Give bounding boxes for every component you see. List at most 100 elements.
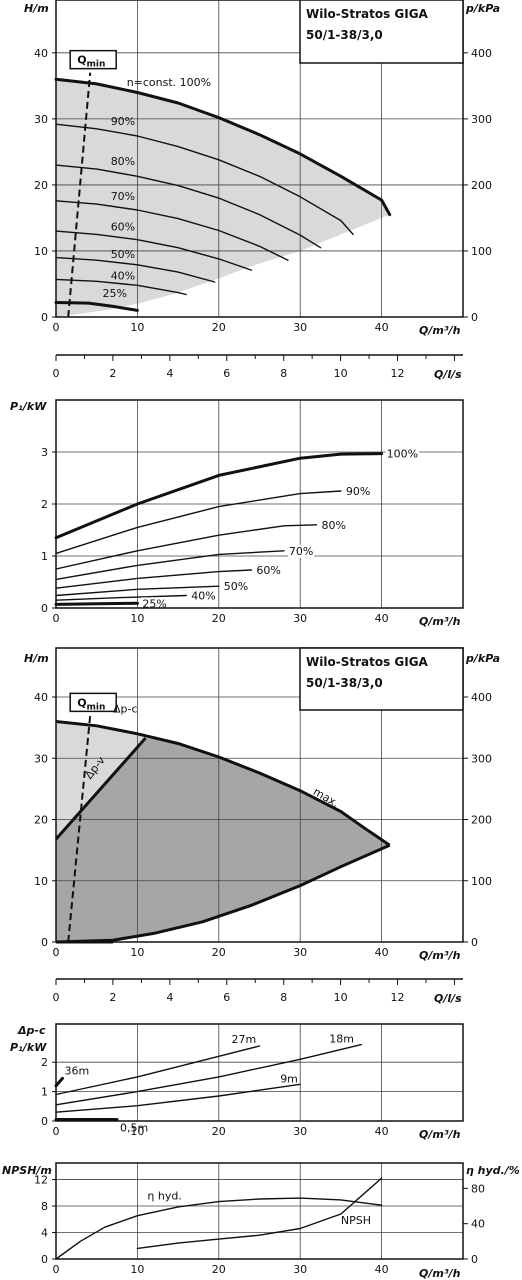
series-label-bg — [320, 518, 347, 532]
series-line — [55, 230, 253, 271]
head-speed-chart: n=const. 100% 90% 80% 70% 60% 50% 40% 25% Qmin W… — [24, 0, 500, 337]
series-label-bg — [190, 589, 217, 603]
title-box — [299, 647, 464, 711]
series-line — [55, 164, 322, 249]
series-line — [55, 1083, 301, 1113]
y-tick-label: 8 — [41, 1200, 48, 1213]
y-right-tick-label: 100 — [471, 875, 492, 888]
y-axis-right-label: η hyd./% — [466, 1164, 520, 1177]
series-label: 70% — [111, 190, 135, 203]
x-tick-label: 40 — [375, 321, 389, 334]
y-tick-label: 0 — [41, 602, 48, 615]
operating-region-dark — [56, 738, 390, 942]
qmin-label: Qmin — [77, 54, 105, 70]
y-tick-label: 30 — [34, 752, 48, 765]
y-tick-label: 0 — [41, 311, 48, 324]
series-line — [136, 1177, 383, 1250]
qmin-label: Qmin — [77, 696, 105, 712]
x-tick-label: 40 — [375, 1125, 389, 1138]
series-line — [55, 490, 342, 555]
x-tick-label: 30 — [293, 1125, 307, 1138]
series-label: 50% — [111, 248, 135, 261]
qmin-box — [69, 49, 117, 70]
x-tick-label: 0 — [53, 1263, 60, 1276]
series-line — [55, 524, 318, 570]
series-line — [54, 77, 392, 217]
qmin-line — [67, 715, 92, 943]
chart-subtitle: 50/1-38/3,0 — [306, 28, 383, 42]
x-tick-label: 0 — [53, 612, 60, 625]
series-line — [54, 301, 139, 312]
x-tick-label: 0 — [53, 946, 60, 959]
x-tick-label: 0 — [53, 991, 60, 1004]
y-tick-label: 4 — [41, 1227, 48, 1240]
max-curve — [55, 720, 391, 847]
x-tick-label: 8 — [280, 367, 287, 380]
x-axis-label: Q/l/s — [434, 368, 462, 381]
plot-frame — [55, 647, 464, 943]
series-label: 27m — [232, 1033, 257, 1046]
x-tick-label: 20 — [212, 321, 226, 334]
dp-v-line — [54, 737, 147, 841]
x-tick-label: 20 — [212, 946, 226, 959]
x-tick-label: 4 — [166, 367, 173, 380]
x-tick-label: 30 — [293, 1263, 307, 1276]
series-line — [55, 550, 285, 581]
x-tick-label: 10 — [334, 367, 348, 380]
x-tick-label: 10 — [130, 321, 144, 334]
x-tick-label: 40 — [375, 946, 389, 959]
series-label: 18m — [329, 1033, 354, 1046]
y-axis-label-top: Δp-c — [17, 1024, 46, 1037]
plot-frame — [55, 1023, 464, 1122]
series-line — [55, 594, 187, 601]
y-axis-right-label: p/kPa — [465, 2, 500, 15]
series-label-bg — [141, 597, 168, 611]
y-tick-label: 12 — [34, 1174, 48, 1187]
series-label-bg — [222, 580, 250, 594]
y-tick-label: 3 — [41, 446, 48, 459]
x-axis-label: Q/m³/h — [419, 324, 461, 337]
series-label-bg — [255, 564, 282, 578]
x-tick-label: 20 — [212, 1263, 226, 1276]
qmin-label-sub: min — [87, 702, 106, 712]
series-label: 36m — [65, 1064, 90, 1077]
series-label: 25% — [142, 597, 166, 610]
y-tick-label: 10 — [34, 245, 48, 258]
x-tick-label: 10 — [130, 1263, 144, 1276]
x-tick-label: 2 — [109, 991, 116, 1004]
x-tick-label: 40 — [375, 1263, 389, 1276]
qmin-line — [67, 72, 92, 318]
npsh-efficiency-chart: η hyd. NPSH 0 10 20 30 40 0 4 8 12 0 40 80 NPSH/m η … — [2, 1162, 520, 1280]
y-tick-label: 20 — [34, 814, 48, 827]
y-axis-label: NPSH/m — [2, 1164, 52, 1177]
series-label: 100% — [387, 448, 418, 461]
series-label: n=const. 100% — [127, 76, 211, 89]
series-label: 60% — [256, 564, 280, 577]
y-right-tick-label: 80 — [471, 1182, 485, 1195]
y-right-tick-label: 300 — [471, 113, 492, 126]
qmin-label-sub: min — [87, 60, 106, 70]
y-tick-label: 2 — [41, 1056, 48, 1069]
series-label: 50% — [224, 580, 248, 593]
y-tick-label: 0 — [41, 936, 48, 949]
series-line — [55, 123, 354, 236]
x-tick-label: 10 — [334, 991, 348, 1004]
series-label: 80% — [111, 155, 135, 168]
series-label: NPSH — [341, 1214, 371, 1227]
x-tick-label: 2 — [109, 367, 116, 380]
x-tick-label: 12 — [391, 991, 405, 1004]
x-tick-label: 30 — [293, 321, 307, 334]
qmin-label-main: Q — [77, 54, 86, 67]
x-tick-label: 30 — [293, 612, 307, 625]
y-right-tick-label: 0 — [471, 311, 478, 324]
series-label: 80% — [321, 519, 345, 532]
y-right-tick-label: 400 — [471, 691, 492, 704]
y-axis-label: H/m — [24, 2, 49, 15]
x-axis-label: Q/m³/h — [419, 1267, 461, 1280]
y-tick-label: 20 — [34, 179, 48, 192]
series-line — [55, 585, 220, 597]
y-right-tick-label: 40 — [471, 1218, 485, 1231]
series-line — [55, 569, 253, 589]
